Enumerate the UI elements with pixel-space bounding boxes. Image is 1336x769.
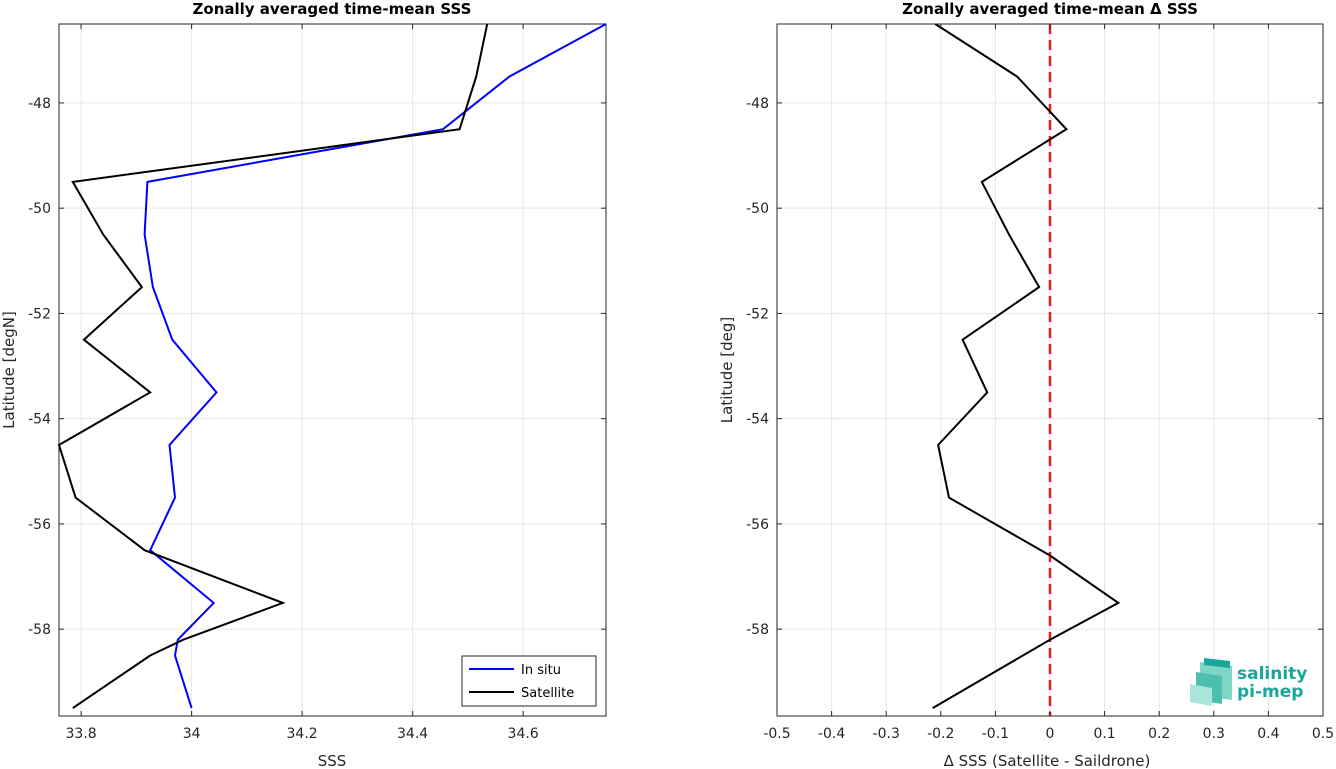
delta-sss-series [932, 23, 1121, 709]
delta-sss-chart-title: Zonally averaged time-mean Δ SSS [902, 0, 1198, 18]
delta-sss-x-tick-label: 0.3 [1203, 726, 1225, 742]
delta-sss-x-tick-label: -0.3 [873, 726, 900, 742]
sss-y-tick-label: -54 [28, 412, 51, 428]
delta-sss-x-tick-label: 0.1 [1093, 726, 1115, 742]
sss-ticks: 33.8 34 34.2 34.4 34.6 -48 -50 -52 -54 -56 -58 [28, 24, 606, 742]
delta-sss-y-tick-label: -56 [746, 517, 769, 533]
sss-y-tick-label: -56 [28, 517, 51, 533]
legend-label-in-situ: In situ [521, 663, 561, 678]
sss-plot-area [58, 23, 607, 717]
delta-sss-y-tick-label: -48 [746, 96, 769, 112]
legend-label-satellite: Satellite [521, 686, 574, 701]
logo-text-line2: pi-mep [1237, 682, 1303, 702]
delta-sss-x-tick-label: 0.4 [1257, 726, 1279, 742]
delta-sss-x-tick-label: -0.5 [763, 726, 790, 742]
sss-chart-title: Zonally averaged time-mean SSS [193, 0, 472, 18]
delta-sss-y-tick-label: -54 [746, 412, 769, 428]
delta-sss-line-series-0 [932, 23, 1121, 709]
sss-line-satellite [57, 23, 489, 709]
legend-box [461, 655, 597, 707]
logo-mark-icon [1190, 658, 1232, 706]
sss-x-tick-label: 34.6 [508, 726, 539, 742]
delta-sss-y-axis-label: Latitude [deg] [718, 317, 736, 423]
legend: In situ Satellite [461, 655, 597, 707]
sss-y-axis-label: Latitude [degN] [0, 311, 18, 429]
delta-sss-panel: -0.5 -0.4 -0.3 -0.2 -0.1 0 0.1 0.2 0.3 0.4 0.5 -48 -… [718, 0, 1334, 769]
salinity-pi-mep-logo: salinity pi-mep [1190, 658, 1307, 706]
sss-y-tick-label: -48 [28, 96, 51, 112]
sss-x-tick-label: 34.2 [287, 726, 318, 742]
delta-sss-x-tick-label: 0.5 [1312, 726, 1334, 742]
delta-sss-x-tick-label: 0.2 [1148, 726, 1170, 742]
sss-y-tick-label: -58 [28, 622, 51, 638]
sss-x-tick-label: 34.4 [397, 726, 428, 742]
delta-sss-y-tick-label: -52 [746, 306, 769, 322]
sss-panel: 33.8 34 34.2 34.4 34.6 -48 -50 -52 -54 -56 -58 Zon… [0, 0, 607, 769]
logo-text-line1: salinity [1237, 664, 1307, 684]
sss-gridlines [59, 24, 606, 716]
delta-sss-x-tick-label: 0 [1046, 726, 1055, 742]
delta-sss-y-tick-label: -50 [746, 201, 769, 217]
sss-x-tick-label: 33.8 [66, 726, 97, 742]
sss-y-tick-label: -50 [28, 201, 51, 217]
delta-sss-x-tick-label: -0.2 [927, 726, 954, 742]
delta-sss-x-tick-label: -0.4 [818, 726, 845, 742]
sss-x-tick-label: 34 [183, 726, 201, 742]
delta-sss-ticks: -0.5 -0.4 -0.3 -0.2 -0.1 0 0.1 0.2 0.3 0.4 0.5 -48 -… [746, 24, 1334, 742]
sss-x-axis-label: SSS [318, 752, 347, 769]
sss-series [57, 23, 607, 709]
sss-line-in-situ [143, 23, 607, 709]
sss-y-tick-label: -52 [28, 306, 51, 322]
delta-sss-x-axis-label: Δ SSS (Satellite - Saildrone) [944, 752, 1151, 769]
delta-sss-y-tick-label: -58 [746, 622, 769, 638]
delta-sss-x-tick-label: -0.1 [982, 726, 1009, 742]
